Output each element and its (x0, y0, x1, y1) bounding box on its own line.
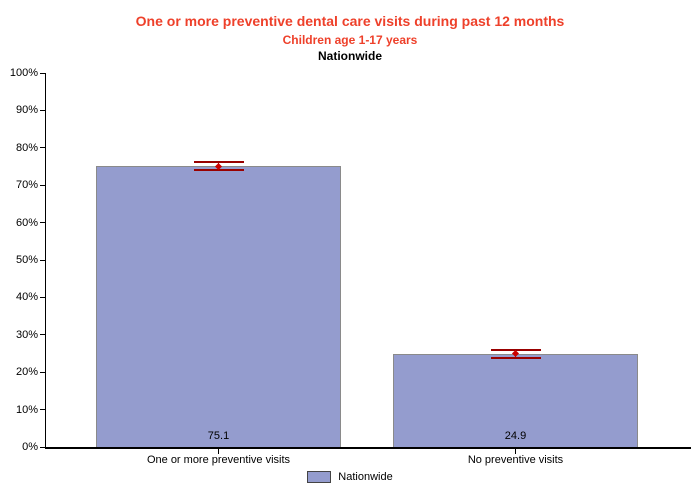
y-axis-tick-label: 50% (15, 254, 38, 266)
error-bar-cap-top (490, 349, 541, 352)
bar (96, 166, 341, 447)
y-axis-tick (40, 109, 46, 111)
legend: Nationwide (0, 471, 700, 483)
y-axis-tick (40, 296, 46, 298)
bar-value-label: 24.9 (504, 430, 527, 442)
y-axis-tick (40, 72, 46, 74)
chart-subtitle: Children age 1-17 years (282, 33, 418, 47)
x-axis-category-label: No preventive visits (467, 454, 564, 466)
legend-swatch (307, 471, 332, 483)
legend-label: Nationwide (338, 471, 393, 483)
y-axis-tick-label: 0% (22, 441, 38, 453)
y-axis-tick (40, 222, 46, 224)
y-axis-tick (40, 334, 46, 336)
y-axis-tick-label: 20% (15, 366, 38, 379)
plot-area: 0% 10% 20% 30% 40% 50% 60% 70% 80% 90% 100% 75.1 One… (10, 67, 691, 466)
bar-value-label: 75.1 (207, 430, 230, 442)
error-bar-cap-top (193, 161, 244, 164)
y-axis-tick (40, 259, 46, 261)
y-axis-tick-label: 60% (15, 216, 38, 229)
x-axis-tick (515, 449, 516, 454)
y-axis-tick (40, 147, 46, 149)
chart-title: One or more preventive dental care visit… (135, 13, 565, 29)
y-axis-tick-label: 80% (15, 141, 38, 154)
y-axis-tick-label: 70% (15, 179, 38, 192)
error-bar-cap-bottom (490, 356, 541, 359)
x-axis-category-label: One or more preventive visits (146, 454, 291, 466)
error-bar-cap-bottom (193, 168, 244, 171)
y-axis-tick (40, 409, 46, 411)
y-axis-tick-label: 30% (15, 328, 38, 341)
y-axis-tick-label: 90% (15, 104, 38, 117)
y-axis-tick-label: 100% (9, 67, 38, 79)
chart-region-label: Nationwide (317, 49, 382, 63)
x-axis-tick (218, 449, 219, 454)
y-axis-tick (40, 184, 46, 186)
y-axis-tick-label: 10% (15, 403, 38, 416)
y-axis-tick (40, 446, 46, 448)
y-axis-tick (40, 371, 46, 373)
y-axis-tick-label: 40% (15, 291, 38, 304)
